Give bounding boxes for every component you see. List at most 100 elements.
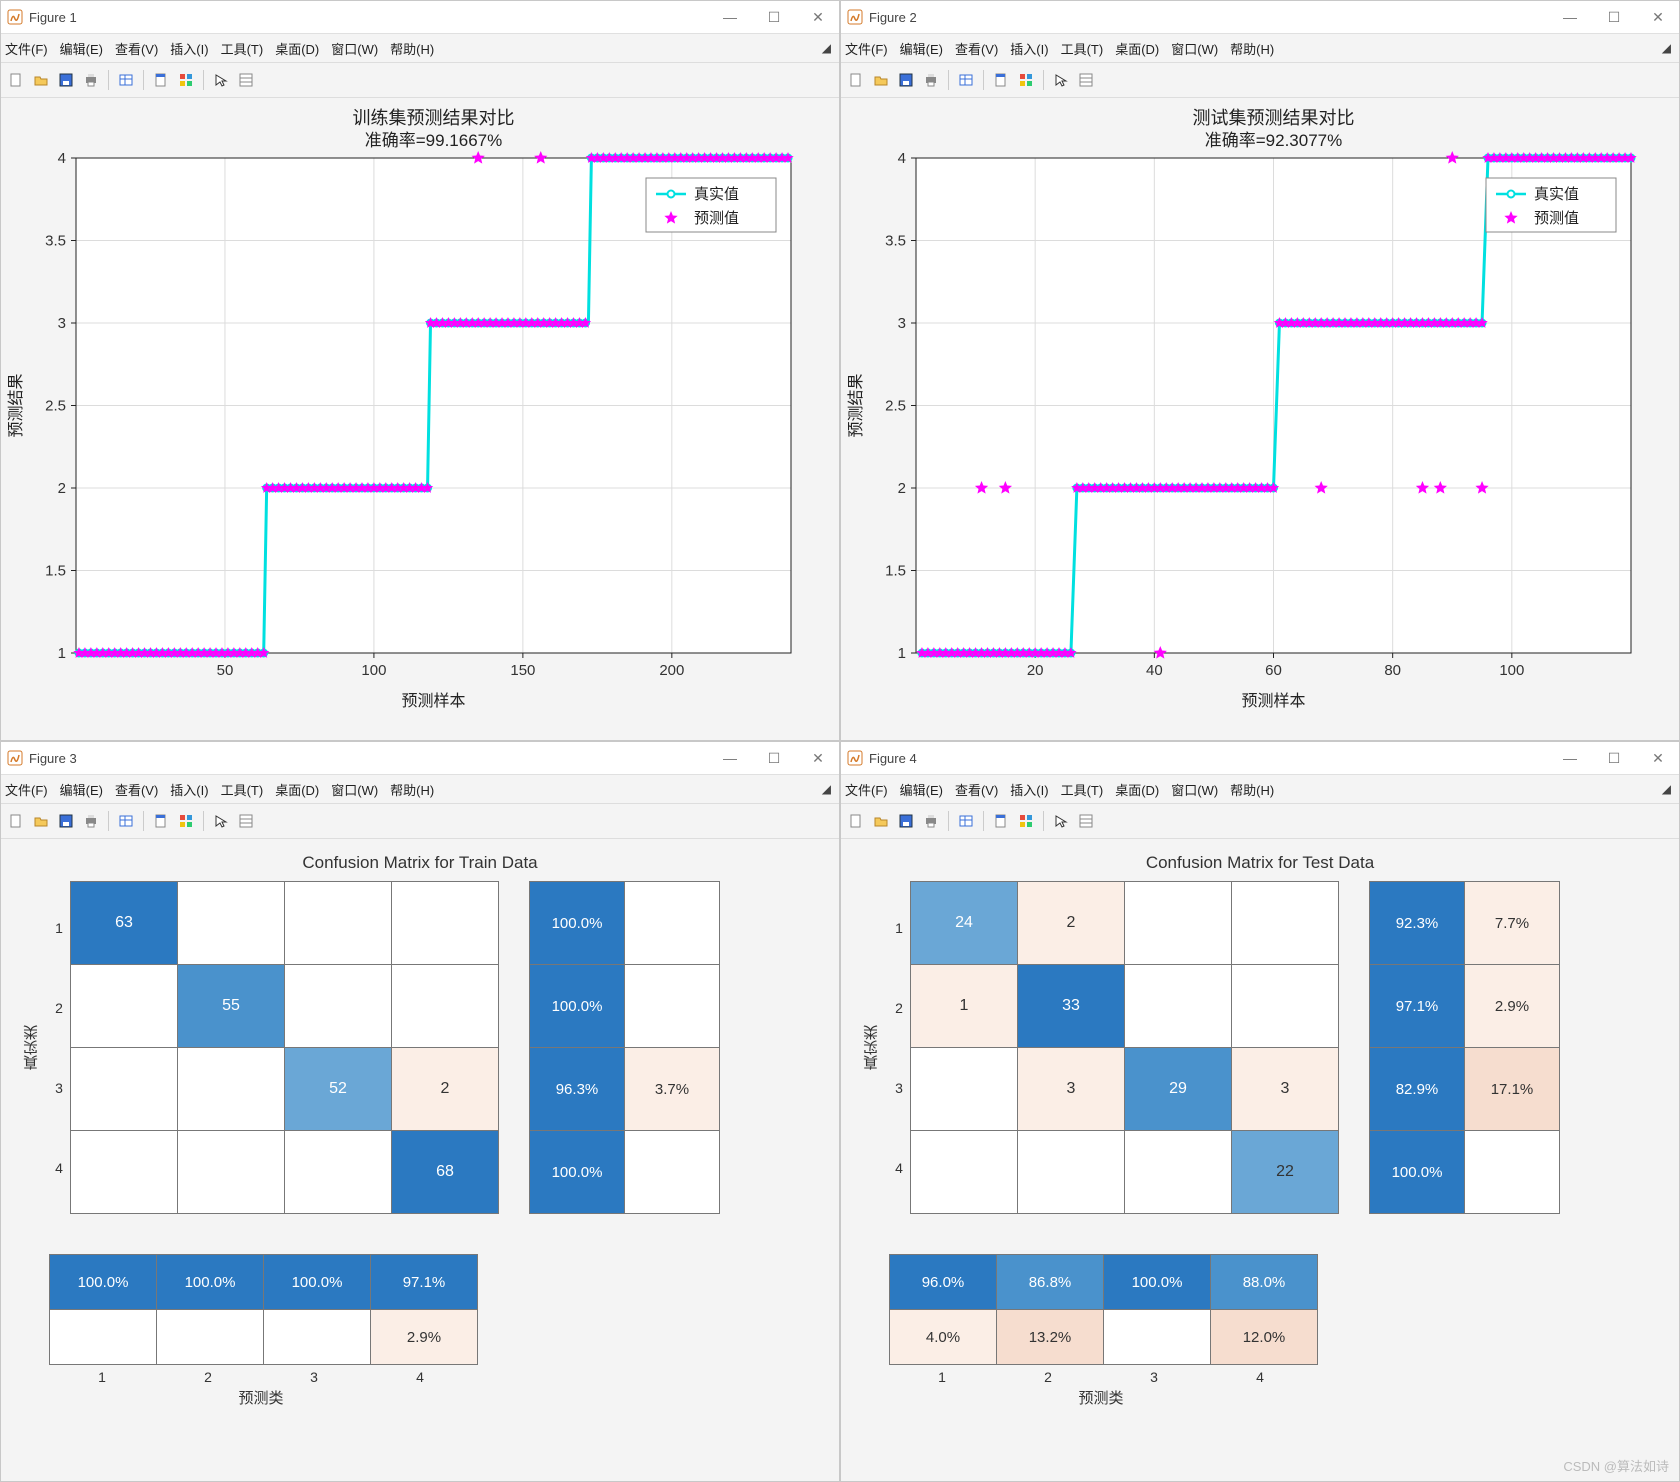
menu-item[interactable]: 工具(T)	[1061, 780, 1104, 799]
data-icon[interactable]	[955, 810, 977, 832]
menu-item[interactable]: 编辑(E)	[900, 39, 943, 58]
menubar: 文件(F) 编辑(E) 查看(V) 插入(I) 工具(T) 桌面(D) 窗口(W) 帮助(H)…	[841, 775, 1679, 804]
minimize-button[interactable]: —	[715, 9, 745, 26]
menu-item[interactable]: 工具(T)	[221, 39, 264, 58]
toolbar-separator	[203, 70, 204, 90]
open-icon[interactable]	[30, 810, 52, 832]
print-icon[interactable]	[920, 810, 942, 832]
menu-item[interactable]: 编辑(E)	[900, 780, 943, 799]
menu-overflow-icon[interactable]: ◢	[1662, 41, 1675, 55]
grid-icon[interactable]	[235, 810, 257, 832]
menu-item[interactable]: 窗口(W)	[331, 780, 378, 799]
data-icon[interactable]	[115, 69, 137, 91]
menu-item[interactable]: 插入(I)	[170, 39, 208, 58]
minimize-button[interactable]: —	[1555, 9, 1585, 26]
menu-item[interactable]: 帮助(H)	[390, 780, 434, 799]
grid-icon[interactable]	[1075, 69, 1097, 91]
menu-item[interactable]: 编辑(E)	[60, 39, 103, 58]
pan-icon[interactable]	[150, 69, 172, 91]
menu-item[interactable]: 桌面(D)	[275, 780, 319, 799]
close-button[interactable]: ✕	[1643, 750, 1673, 767]
zoom-icon[interactable]	[1015, 810, 1037, 832]
grid-icon[interactable]	[235, 69, 257, 91]
table-row: 100.0%	[530, 1131, 720, 1214]
table-row: 100.0%	[530, 965, 720, 1048]
save-icon[interactable]	[895, 810, 917, 832]
menu-item[interactable]: 窗口(W)	[331, 39, 378, 58]
zoom-icon[interactable]	[1015, 69, 1037, 91]
grid-icon[interactable]	[1075, 810, 1097, 832]
table-row: 63	[71, 882, 499, 965]
confusion-area: Confusion Matrix for Test Data真实类1234242…	[841, 839, 1679, 1481]
menu-item[interactable]: 工具(T)	[221, 780, 264, 799]
matlab-icon	[847, 750, 863, 766]
menu-overflow-icon[interactable]: ◢	[822, 41, 835, 55]
toolbar	[841, 63, 1679, 98]
print-icon[interactable]	[920, 69, 942, 91]
menu-item[interactable]: 文件(F)	[5, 780, 48, 799]
maximize-button[interactable]: ☐	[1599, 750, 1629, 767]
print-icon[interactable]	[80, 810, 102, 832]
print-icon[interactable]	[80, 69, 102, 91]
menu-item[interactable]: 帮助(H)	[390, 39, 434, 58]
pan-icon[interactable]	[150, 810, 172, 832]
svg-text:预测样本: 预测样本	[401, 692, 465, 710]
menu-item[interactable]: 桌面(D)	[1115, 39, 1159, 58]
menu-item[interactable]: 查看(V)	[115, 39, 158, 58]
chart-title: Confusion Matrix for Train Data	[21, 853, 819, 873]
new-icon[interactable]	[5, 810, 27, 832]
open-icon[interactable]	[870, 69, 892, 91]
arrow-icon[interactable]	[1050, 69, 1072, 91]
menu-item[interactable]: 桌面(D)	[1115, 780, 1159, 799]
summary-cell: 100.0%	[530, 1131, 625, 1214]
menu-overflow-icon[interactable]: ◢	[822, 782, 835, 796]
arrow-icon[interactable]	[210, 69, 232, 91]
menu-item[interactable]: 插入(I)	[170, 780, 208, 799]
pan-icon[interactable]	[990, 810, 1012, 832]
titlebar: Figure 2 — ☐ ✕	[841, 1, 1679, 34]
menu-item[interactable]: 文件(F)	[845, 39, 888, 58]
menu-item[interactable]: 编辑(E)	[60, 780, 103, 799]
maximize-button[interactable]: ☐	[759, 750, 789, 767]
open-icon[interactable]	[30, 69, 52, 91]
close-button[interactable]: ✕	[1643, 9, 1673, 26]
menu-overflow-icon[interactable]: ◢	[1662, 782, 1675, 796]
svg-text:预测值: 预测值	[694, 210, 739, 227]
menu-item[interactable]: 插入(I)	[1010, 39, 1048, 58]
arrow-icon[interactable]	[210, 810, 232, 832]
maximize-button[interactable]: ☐	[1599, 9, 1629, 26]
menu-item[interactable]: 文件(F)	[5, 39, 48, 58]
save-icon[interactable]	[55, 810, 77, 832]
matrix-cell: 22	[1232, 1131, 1339, 1214]
data-icon[interactable]	[115, 810, 137, 832]
new-icon[interactable]	[845, 69, 867, 91]
maximize-button[interactable]: ☐	[759, 9, 789, 26]
menu-item[interactable]: 工具(T)	[1061, 39, 1104, 58]
menu-item[interactable]: 窗口(W)	[1171, 39, 1218, 58]
toolbar-separator	[108, 811, 109, 831]
new-icon[interactable]	[5, 69, 27, 91]
data-icon[interactable]	[955, 69, 977, 91]
zoom-icon[interactable]	[175, 69, 197, 91]
menu-item[interactable]: 文件(F)	[845, 780, 888, 799]
menu-item[interactable]: 查看(V)	[955, 780, 998, 799]
save-icon[interactable]	[895, 69, 917, 91]
minimize-button[interactable]: —	[715, 750, 745, 767]
close-button[interactable]: ✕	[803, 9, 833, 26]
new-icon[interactable]	[845, 810, 867, 832]
menu-item[interactable]: 帮助(H)	[1230, 39, 1274, 58]
menu-item[interactable]: 查看(V)	[115, 780, 158, 799]
zoom-icon[interactable]	[175, 810, 197, 832]
menu-item[interactable]: 帮助(H)	[1230, 780, 1274, 799]
minimize-button[interactable]: —	[1555, 750, 1585, 767]
menu-item[interactable]: 查看(V)	[955, 39, 998, 58]
menu-item[interactable]: 桌面(D)	[275, 39, 319, 58]
menu-item[interactable]: 窗口(W)	[1171, 780, 1218, 799]
table-row: 68	[71, 1131, 499, 1214]
menu-item[interactable]: 插入(I)	[1010, 780, 1048, 799]
close-button[interactable]: ✕	[803, 750, 833, 767]
save-icon[interactable]	[55, 69, 77, 91]
open-icon[interactable]	[870, 810, 892, 832]
arrow-icon[interactable]	[1050, 810, 1072, 832]
pan-icon[interactable]	[990, 69, 1012, 91]
